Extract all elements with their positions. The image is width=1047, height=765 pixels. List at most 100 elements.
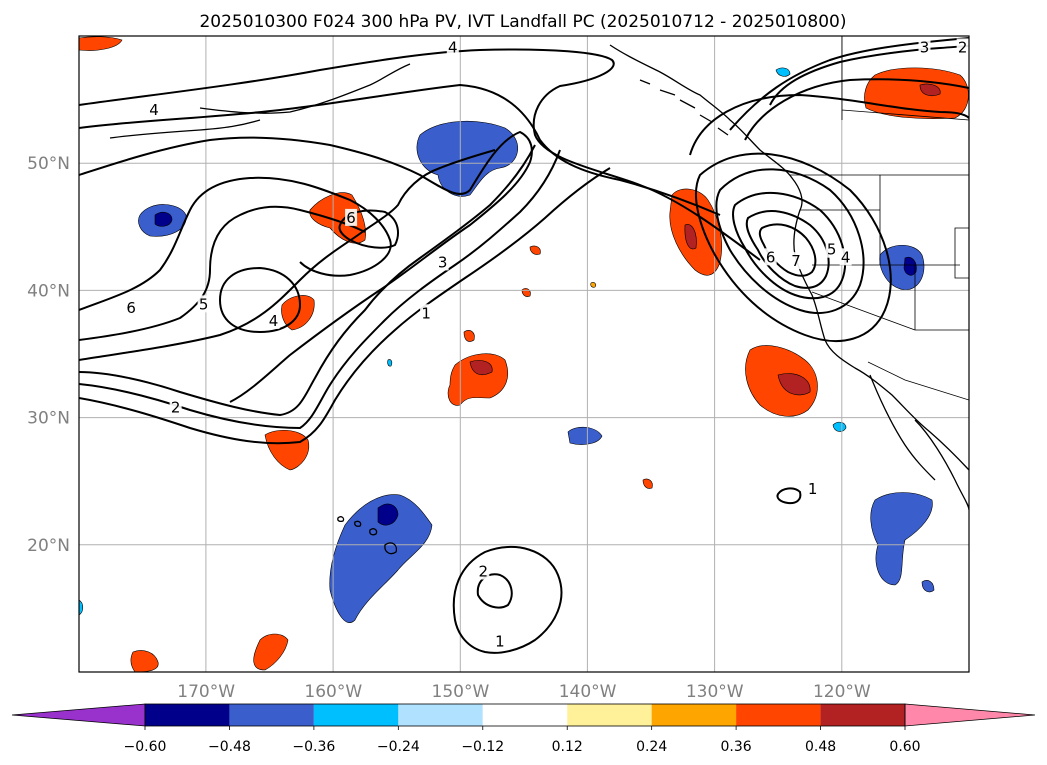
contour-line [689,93,969,156]
colorbar-segment [482,704,568,726]
colorbar-segment [651,704,737,726]
contour-label: 6 [766,248,776,266]
pv-positive-blob [264,430,310,471]
north-america-coast [609,44,969,471]
map-title: 2025010300 F024 300 hPa PV, IVT Landfall… [199,12,846,32]
contour-label: 6 [346,209,356,227]
map-background [79,36,969,672]
pv-positive-core [919,83,941,96]
contour-label-bg [839,248,852,266]
pv-positive-blob [864,67,969,119]
contour-label: 1 [808,480,818,498]
colorbar-extend-min [11,703,146,727]
colorbar-tick-label: −0.24 [377,739,420,755]
contour-label-bg [764,248,777,266]
lon-tick-label: 130°W [686,682,744,702]
latitude-tick-labels: 20°N 30°N 40°N 50°N [27,154,70,556]
colorbar-extend-max [904,703,1036,727]
lon-tick-label: 170°W [177,682,235,702]
contour-label-bg [169,398,182,416]
pv-positive-blob [253,633,289,671]
contour-line [776,487,802,505]
contour-label: 5 [827,241,837,259]
contour-line [79,167,611,445]
colorbar-segment [229,704,314,726]
colorbar-segment [567,704,652,726]
contour-line [79,176,392,311]
pv-negative-blob [921,580,935,593]
lat-tick-label: 40°N [27,281,70,301]
canada-province-border [841,36,969,121]
contour-line [79,83,721,216]
contour-label-bg [148,100,161,118]
contour-label-bg [477,562,490,580]
colorbar-tick-label: −0.48 [208,739,251,755]
contour-label-bg [436,253,449,271]
contour-label: 2 [171,398,181,416]
pv-negative-blob [567,426,603,445]
colorbar-tick-label: 0.24 [636,739,667,755]
lon-tick-label: 150°W [432,682,490,702]
pv-positive-blob [447,353,509,406]
pv-positive-blob [130,650,159,672]
contour-line [758,223,817,277]
contour-line [745,210,830,289]
pv-fill-layer [79,36,969,672]
baja-peninsula [869,374,936,481]
contour-line [715,168,865,314]
colorbar-segment [736,704,821,726]
contour-line [729,37,969,131]
pv-positive-core [777,373,811,396]
contour-label: 4 [149,101,159,119]
contour-label-bg [918,38,931,56]
colorbar [11,703,1036,727]
alaska-coast [199,63,411,114]
hawaii-islands [337,516,398,555]
contour-label: 2 [958,38,968,56]
colorbar-tick-label: −0.36 [292,739,335,755]
contour-line [79,48,761,261]
contour-label-bg [956,38,969,56]
contour-label-bg [790,252,803,270]
borders [790,36,969,401]
pv-negative-core [377,503,399,526]
pv-positive-core [469,360,493,375]
aleutian-chain [109,119,261,139]
contour-line [452,545,563,654]
lat-tick-label: 30°N [27,409,70,429]
pc-contours [79,37,969,654]
contour-label: 7 [791,252,801,270]
longitude-tick-labels: 170°W 160°W 150°W 140°W 130°W 120°W [177,682,871,702]
contour-line [769,45,969,106]
colorbar-tick-label: 0.36 [721,739,752,755]
lat-tick-label: 20°N [27,536,70,556]
contour-line [79,205,366,341]
contour-label-bg [806,479,819,497]
pv-negative-core [903,257,917,276]
contour-label: 6 [126,299,136,317]
contour-label: 3 [920,38,930,56]
contour-line [79,149,561,430]
contour-label-bg [825,240,838,258]
pv-negative-blob [775,67,791,77]
colorbar-segment [145,704,230,726]
colorbar-tick-label: −0.60 [124,739,167,755]
lon-tick-label: 140°W [559,682,617,702]
pv-positive-blob [642,478,653,489]
pv-negative-blob [329,494,433,623]
state-borders [800,175,969,331]
colorbar-segment [313,704,399,726]
lon-tick-label: 120°W [813,682,871,702]
pv-negative-blob [832,421,847,432]
contour-label: 4 [841,248,851,266]
contour-label-bg [493,632,506,650]
gridlines [79,36,969,672]
pv-positive-blob [529,245,541,255]
contour-line [694,152,892,342]
colorbar-tick-labels: −0.60 −0.48 −0.36 −0.24 −0.12 0.12 0.24 0.36 0.4… [124,726,921,755]
contour-label: 4 [448,38,458,56]
us-mexico-border [867,361,969,401]
